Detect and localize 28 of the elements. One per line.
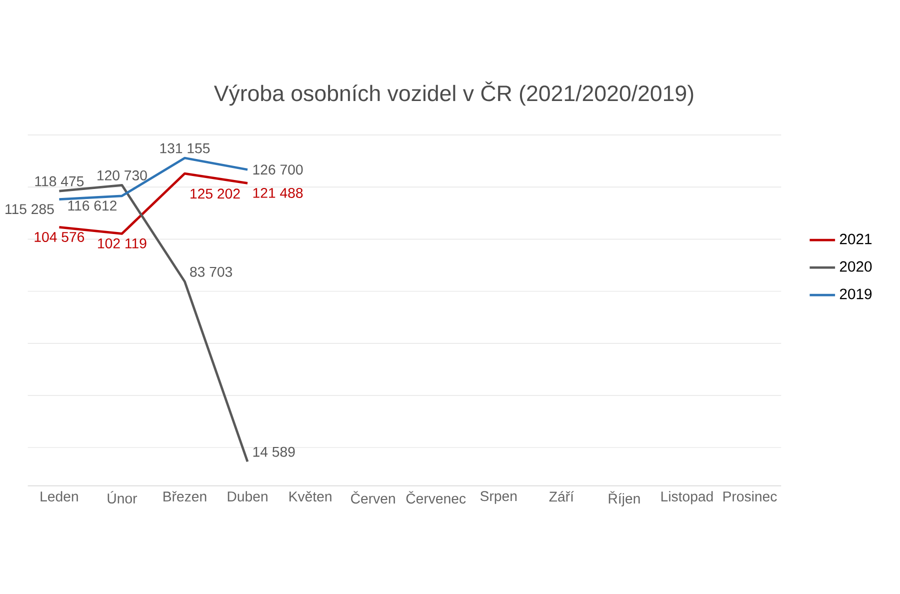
data-label: 14 589 [253,446,295,457]
x-tick-label: Září [549,490,574,502]
data-label: 125 202 [190,188,240,198]
chart-title: Výroba osobních vozidel v ČR (2021/2020/2019) [214,81,694,106]
legend-label: 2021 [840,234,872,244]
data-label: 115 285 [6,204,54,214]
x-tick-label: Leden [40,490,78,502]
data-label: 126 700 [253,164,303,174]
x-tick-label: Květen [289,490,332,502]
data-label: 102 119 [98,238,146,248]
data-label: 104 576 [34,232,84,242]
x-tick-label: Červenec [406,490,466,504]
legend-label: 2020 [840,261,872,272]
x-tick-label: Duben [228,490,268,502]
x-tick-label: Červen [351,490,395,504]
data-label: 131 155 [160,143,210,154]
data-label: 116 612 [68,200,116,210]
x-tick-label: Listopad [661,490,713,504]
x-tick-label: Únor [108,490,138,504]
x-tick-label: Říjen [608,490,640,506]
x-tick-label: Srpen [480,490,517,504]
legend-label: 2019 [840,288,872,300]
data-label: 121 488 [253,188,303,198]
x-tick-label: Prosinec [723,490,777,502]
data-label: 83 703 [190,266,232,277]
data-label: 120 730 [98,170,147,180]
x-tick-label: Březen [164,490,206,502]
data-label: 118 475 [35,176,84,186]
